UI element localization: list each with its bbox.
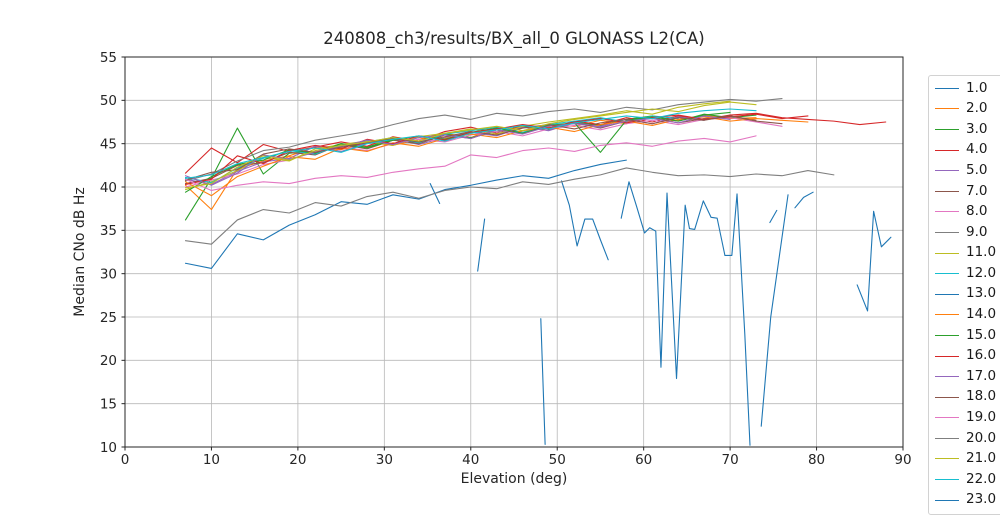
legend-line-swatch (935, 437, 959, 439)
x-tick-label: 80 (808, 452, 825, 468)
legend-item: 23.0 (935, 490, 1000, 511)
legend-label: 12.0 (966, 264, 997, 281)
legend-label: 4.0 (966, 141, 988, 158)
legend-line-swatch (935, 396, 959, 398)
y-tick-label: 40 (100, 180, 117, 196)
y-tick-label: 35 (100, 223, 117, 239)
legend-line-swatch (935, 252, 959, 254)
legend-line-swatch (935, 211, 959, 213)
legend-item: 11.0 (935, 243, 1000, 264)
series-line-20.0 (184, 167, 835, 245)
legend-label: 11.0 (966, 244, 997, 261)
legend-item: 14.0 (935, 305, 1000, 326)
legend-item: 2.0 (935, 99, 1000, 120)
y-tick-label: 25 (100, 310, 117, 326)
legend-item: 18.0 (935, 387, 1000, 408)
legend-label: 18.0 (966, 388, 997, 405)
y-tick-label: 55 (100, 50, 117, 66)
series-line-1.0 (184, 159, 627, 270)
legend-line-swatch (935, 273, 959, 275)
y-tick-label: 45 (100, 136, 117, 152)
legend-box: 1.0 2.0 3.0 4.0 5.0 7.0 8.0 9.0 11.0 12.0 13.0 14.0… (928, 75, 1000, 515)
legend-item: 8.0 (935, 202, 1000, 223)
series-line-13.0 (429, 180, 892, 446)
legend-line-swatch (935, 417, 959, 419)
legend-item: 1.0 (935, 78, 1000, 99)
legend-item: 7.0 (935, 181, 1000, 202)
legend-item: 17.0 (935, 366, 1000, 387)
figure-canvas: { "chart_data": { "type": "line", "title… (72, 29, 1000, 515)
series-line-21.0 (184, 101, 757, 189)
legend-item: 9.0 (935, 222, 1000, 243)
series-line-18.0 (184, 115, 783, 181)
x-tick-label: 70 (722, 452, 739, 468)
legend-line-swatch (935, 314, 959, 316)
legend-label: 3.0 (966, 120, 988, 137)
legend-line-swatch (935, 355, 959, 357)
legend-label: 16.0 (966, 347, 997, 364)
legend-label: 23.0 (966, 491, 997, 508)
legend-label: 13.0 (966, 285, 997, 302)
legend-label: 2.0 (966, 100, 988, 117)
x-tick-label: 90 (894, 452, 911, 468)
y-tick-label: 50 (100, 93, 117, 109)
legend-line-swatch (935, 376, 959, 378)
series-line-9.0 (184, 98, 783, 182)
series-line-4.0 (184, 112, 887, 174)
x-tick-label: 20 (289, 452, 306, 468)
legend-line-swatch (935, 87, 959, 89)
legend-line-swatch (935, 479, 959, 481)
legend-line-swatch (935, 170, 959, 172)
y-tick-label: 15 (100, 396, 117, 412)
legend-label: 1.0 (966, 79, 988, 96)
legend-line-swatch (935, 190, 959, 192)
x-tick-label: 30 (376, 452, 393, 468)
x-tick-label: 50 (549, 452, 566, 468)
legend-label: 21.0 (966, 450, 997, 467)
legend-item: 20.0 (935, 428, 1000, 449)
x-tick-label: 60 (635, 452, 652, 468)
legend-item: 4.0 (935, 140, 1000, 161)
legend-label: 9.0 (966, 223, 988, 240)
plot-border (124, 56, 904, 448)
chart-title: 240808_ch3/results/BX_all_0 GLONASS L2(C… (323, 29, 705, 48)
legend-line-swatch (935, 149, 959, 151)
series-line-22.0 (184, 108, 757, 179)
series-line-19.0 (184, 135, 757, 192)
legend-line-swatch (935, 334, 959, 336)
legend-item: 19.0 (935, 408, 1000, 429)
legend-label: 15.0 (966, 326, 997, 343)
legend-item: 15.0 (935, 325, 1000, 346)
legend-item: 12.0 (935, 263, 1000, 284)
series-line-14.0 (184, 116, 809, 197)
y-tick-label: 10 (100, 440, 117, 456)
legend-item: 3.0 (935, 119, 1000, 140)
legend-label: 14.0 (966, 306, 997, 323)
legend-label: 8.0 (966, 203, 988, 220)
legend-item: 22.0 (935, 469, 1000, 490)
x-tick-label: 0 (121, 452, 130, 468)
legend-item: 21.0 (935, 449, 1000, 470)
y-tick-label: 20 (100, 353, 117, 369)
legend-item: 13.0 (935, 284, 1000, 305)
legend-item: 5.0 (935, 160, 1000, 181)
x-tick-label: 40 (462, 452, 479, 468)
legend-line-swatch (935, 231, 959, 233)
legend-label: 5.0 (966, 161, 988, 178)
x-axis-label: Elevation (deg) (460, 471, 568, 487)
legend-line-swatch (935, 293, 959, 295)
legend-line-swatch (935, 128, 959, 130)
legend-item: 16.0 (935, 346, 1000, 367)
y-tick-label: 30 (100, 266, 117, 282)
series-line-16.0 (184, 113, 809, 185)
legend-label: 17.0 (966, 367, 997, 384)
legend-line-swatch (935, 458, 959, 460)
legend-label: 7.0 (966, 182, 988, 199)
legend-label: 20.0 (966, 429, 997, 446)
x-tick-label: 10 (203, 452, 220, 468)
legend-label: 19.0 (966, 409, 997, 426)
legend-label: 22.0 (966, 470, 997, 487)
legend-line-swatch (935, 108, 959, 110)
